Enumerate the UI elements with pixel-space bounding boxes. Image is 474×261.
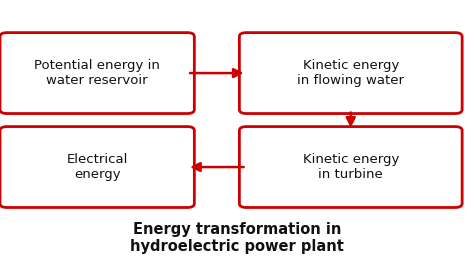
Text: Potential energy in
water reservoir: Potential energy in water reservoir bbox=[34, 59, 160, 87]
FancyBboxPatch shape bbox=[239, 33, 462, 114]
Text: Energy transformation in
hydroelectric power plant: Energy transformation in hydroelectric p… bbox=[130, 222, 344, 254]
Text: Electrical
energy: Electrical energy bbox=[66, 153, 128, 181]
FancyBboxPatch shape bbox=[0, 127, 194, 207]
FancyBboxPatch shape bbox=[239, 127, 462, 207]
Text: Kinetic energy
in flowing water: Kinetic energy in flowing water bbox=[297, 59, 404, 87]
Text: Kinetic energy
in turbine: Kinetic energy in turbine bbox=[302, 153, 399, 181]
FancyBboxPatch shape bbox=[0, 33, 194, 114]
